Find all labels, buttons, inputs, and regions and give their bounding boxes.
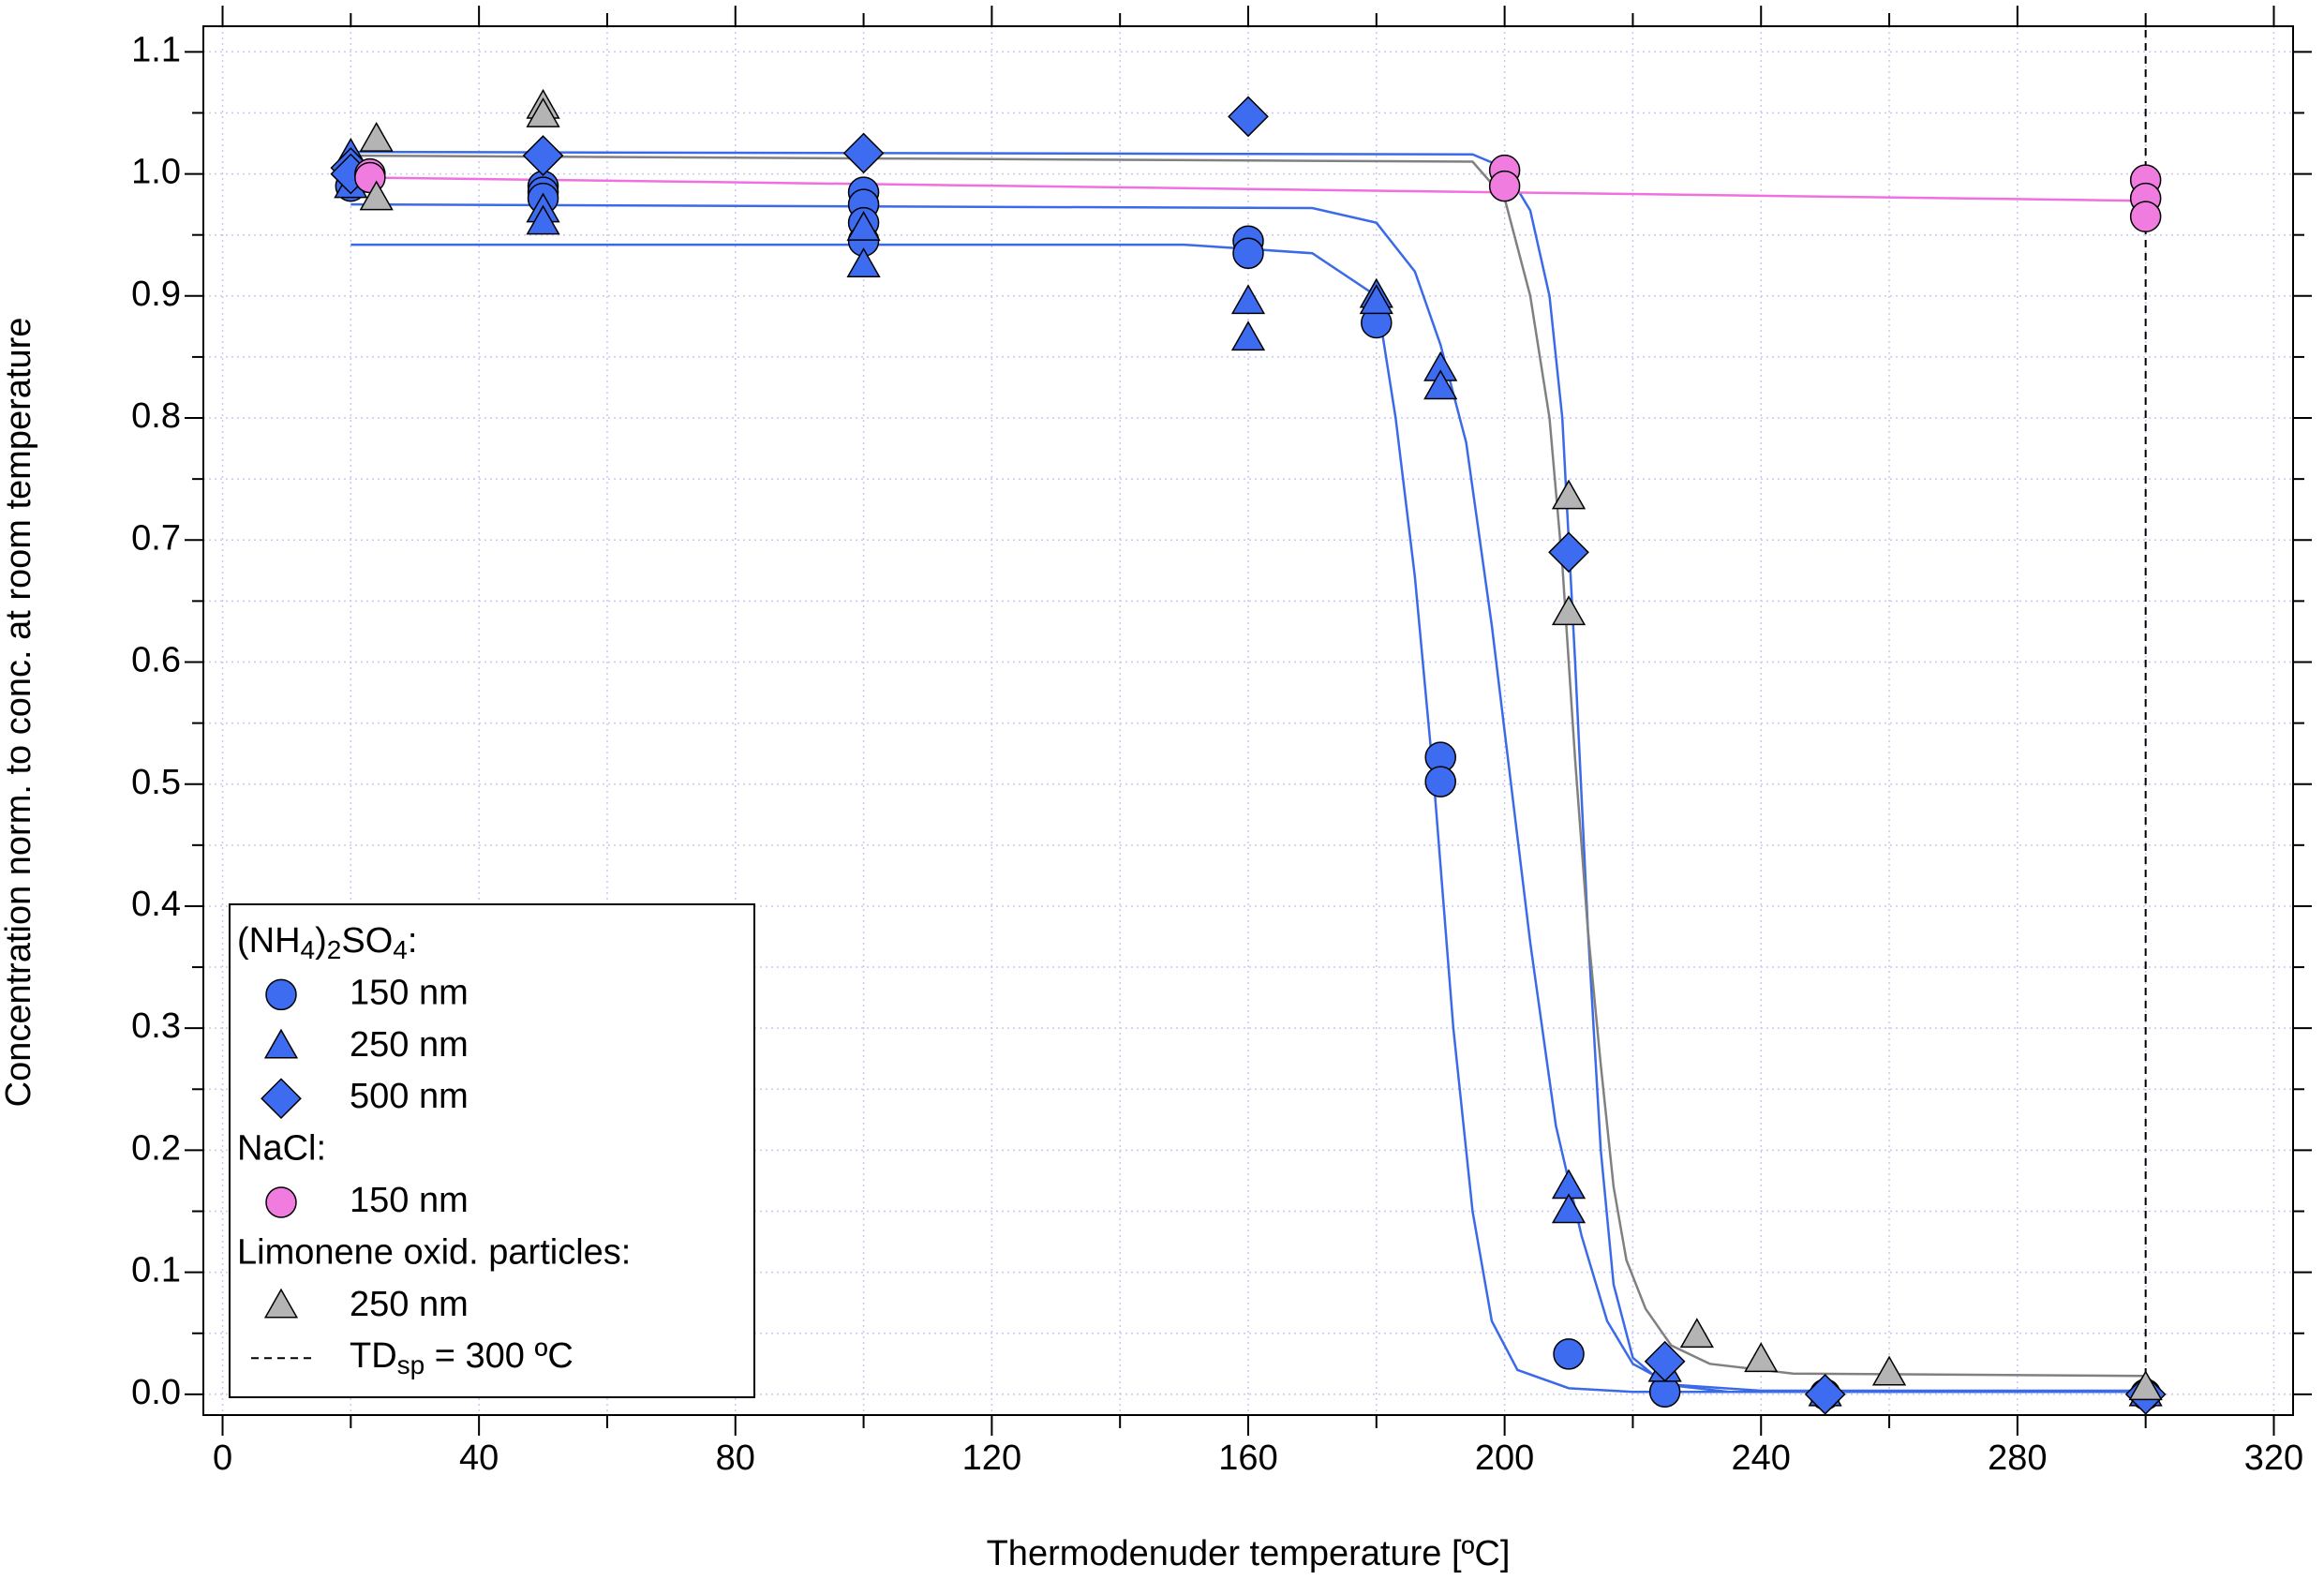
subscript: 4: [393, 935, 408, 964]
data-point: [1551, 1193, 1587, 1224]
data-point: [2128, 1370, 2163, 1401]
text-part: TD: [350, 1336, 397, 1376]
y-tick-label: 0.6: [131, 641, 181, 680]
legend-box: [229, 903, 755, 1398]
legend-marker: [261, 1078, 302, 1120]
data-point: [846, 247, 881, 277]
data-point: [1228, 96, 1269, 138]
y-axis-title: Concentration norm. to conc. at room tem…: [0, 318, 38, 1108]
y-tick-label: 0.3: [131, 1006, 181, 1046]
subscript: 4: [301, 935, 316, 964]
legend-group-title: Limonene oxid. particles:: [237, 1232, 631, 1272]
data-point: [526, 204, 560, 235]
data-point: [1871, 1355, 1907, 1386]
x-axis-title: Thermodenuder temperature [ºC]: [987, 1534, 1511, 1573]
data-point: [842, 132, 885, 174]
data-point: [1232, 237, 1264, 269]
data-point: [359, 121, 394, 152]
y-tick-label: 1.0: [131, 153, 181, 192]
legend-group-title: (NH4)2SO4:: [237, 921, 417, 964]
y-tick-label: 0.4: [131, 885, 181, 924]
y-tick-label: 0.8: [131, 396, 181, 436]
x-tick-label: 80: [716, 1438, 755, 1478]
y-tick-label: 0.1: [131, 1251, 181, 1290]
data-point: [1423, 369, 1458, 400]
data-point: [1548, 531, 1589, 574]
legend-marker: [265, 978, 297, 1011]
text-part: = 300 ºC: [425, 1336, 574, 1376]
x-tick-label: 280: [1988, 1438, 2047, 1478]
legend-label: 250 nm: [350, 1285, 469, 1324]
data-point: [1424, 766, 1456, 797]
data-point: [1230, 320, 1266, 351]
y-tick-label: 1.1: [131, 30, 181, 69]
text-part: SO: [341, 921, 393, 961]
x-tick-label: 200: [1475, 1438, 1534, 1478]
y-tick-label: 0.9: [131, 275, 181, 314]
data-point: [1644, 1340, 1686, 1382]
legend-group-title: NaCl:: [237, 1129, 326, 1169]
y-tick-label: 0.2: [131, 1128, 181, 1168]
text-part: :: [408, 921, 418, 961]
data-point: [1553, 1338, 1585, 1370]
legend-label: 150 nm: [350, 1181, 469, 1220]
data-point: [2129, 201, 2162, 232]
data-point: [846, 211, 881, 241]
text-part: NaCl:: [237, 1129, 326, 1169]
data-point: [522, 135, 564, 176]
legend-marker: [263, 1028, 299, 1059]
y-tick-label: 0.0: [131, 1373, 181, 1412]
data-point: [1744, 1342, 1779, 1373]
legend-label: 150 nm: [350, 973, 469, 1012]
legend-label: TDsp = 300 ºC: [350, 1336, 574, 1379]
y-tick-label: 0.5: [131, 763, 181, 802]
text-part: (NH: [237, 921, 301, 961]
data-point: [1551, 479, 1587, 510]
text-part: Limonene oxid. particles:: [237, 1232, 631, 1272]
fit-curve: [350, 243, 2146, 1394]
text-part: ): [315, 921, 327, 961]
data-point: [1488, 170, 1521, 202]
subscript: sp: [397, 1351, 425, 1380]
y-tick-label: 0.7: [131, 518, 181, 558]
data-point: [1679, 1318, 1714, 1349]
data-point: [1551, 595, 1587, 626]
subscript: 2: [327, 935, 342, 964]
data-point: [1804, 1374, 1846, 1415]
x-tick-label: 120: [962, 1438, 1021, 1478]
legend-marker: [265, 1186, 297, 1218]
fit-curve: [350, 154, 2146, 1378]
x-tick-label: 0: [213, 1438, 232, 1478]
x-tick-label: 40: [459, 1438, 499, 1478]
x-tick-label: 160: [1218, 1438, 1277, 1478]
fit-curve: [369, 176, 2146, 202]
legend-label: 250 nm: [350, 1025, 469, 1065]
data-point: [1230, 284, 1266, 315]
x-tick-label: 320: [2244, 1438, 2303, 1478]
data-point: [1359, 284, 1393, 315]
data-point: [359, 180, 394, 211]
legend-label: 500 nm: [350, 1077, 469, 1116]
legend-marker: [263, 1288, 299, 1319]
data-point: [526, 97, 560, 127]
x-tick-label: 240: [1732, 1438, 1791, 1478]
